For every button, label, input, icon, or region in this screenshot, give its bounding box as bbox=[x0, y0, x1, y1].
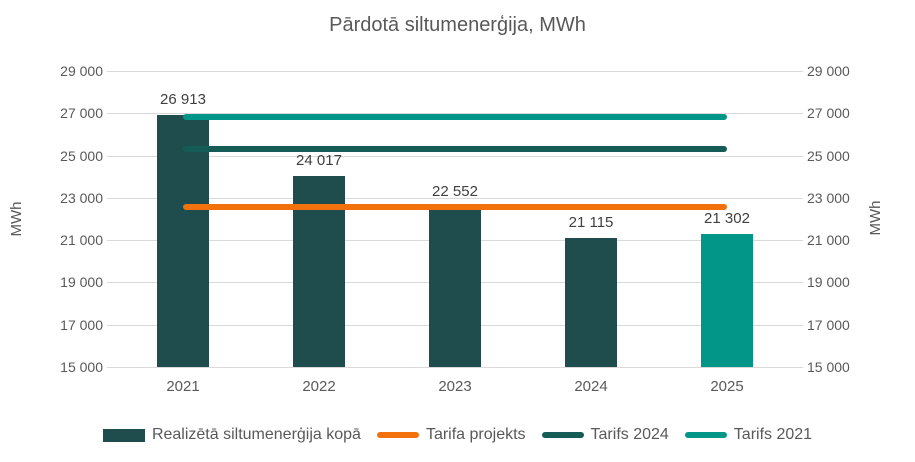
y-axis-tick-label-right: 29 000 bbox=[807, 63, 850, 79]
x-axis-tick-label: 2023 bbox=[438, 378, 472, 395]
y-axis-tick-label-right: 23 000 bbox=[807, 189, 850, 206]
chart-title: Pārdotā siltumenerģija, MWh bbox=[329, 14, 586, 36]
legend-label: Tarifa projekts bbox=[425, 426, 526, 443]
x-axis-tick-label: 2024 bbox=[574, 378, 608, 395]
legend-line-swatch-icon bbox=[541, 432, 584, 438]
y-axis-tick-label-left: 17 000 bbox=[60, 316, 103, 333]
legend-item: Realizētā siltumenerģija kopā bbox=[102, 426, 361, 444]
bar-2025 bbox=[701, 233, 753, 367]
line-tarifa-projekts bbox=[183, 204, 727, 211]
y-axis-title-left: MWh bbox=[8, 201, 25, 237]
y-axis-tick-label-left: 19 000 bbox=[60, 274, 103, 291]
line-tarifs-2021 bbox=[183, 114, 727, 121]
y-axis-tick-label-right: 25 000 bbox=[807, 147, 850, 164]
x-axis-tick-label: 2022 bbox=[302, 378, 336, 395]
legend-line-swatch-icon bbox=[376, 432, 419, 438]
y-axis-tick-label-left: 29 000 bbox=[60, 63, 103, 79]
gridline bbox=[107, 197, 803, 199]
line-tarifs-2024 bbox=[183, 146, 727, 153]
bar-2021 bbox=[157, 115, 209, 367]
y-axis-tick-label-left: 25 000 bbox=[60, 147, 103, 164]
legend-label: Realizētā siltumenerģija kopā bbox=[151, 426, 361, 443]
bar-value-label: 26 913 bbox=[160, 91, 206, 109]
gridline bbox=[107, 71, 803, 72]
bar-2024 bbox=[565, 237, 617, 367]
legend-line-swatch-icon bbox=[684, 432, 727, 438]
bar-value-label: 21 115 bbox=[568, 213, 614, 231]
bar-2023 bbox=[429, 207, 481, 367]
legend-item: Tarifs 2021 bbox=[684, 426, 813, 444]
x-axis-tick-label: 2025 bbox=[710, 378, 744, 395]
legend-bar-swatch-icon bbox=[102, 428, 145, 442]
y-axis-tick-label-left: 15 000 bbox=[60, 359, 103, 375]
gridline bbox=[107, 155, 803, 157]
legend-item: Tarifs 2024 bbox=[541, 426, 669, 444]
gridline bbox=[107, 113, 803, 115]
bar-value-label: 24 017 bbox=[296, 152, 342, 170]
x-axis-line bbox=[107, 367, 803, 368]
y-axis-tick-label-right: 19 000 bbox=[807, 274, 850, 291]
y-axis-title-right: MWh bbox=[867, 200, 884, 236]
y-axis-tick-label-right: 21 000 bbox=[807, 232, 850, 249]
bar-value-label: 22 552 bbox=[432, 183, 478, 201]
y-axis-tick-label-right: 15 000 bbox=[807, 359, 850, 375]
y-axis-tick-label-left: 23 000 bbox=[60, 189, 103, 206]
x-axis-tick-label: 2021 bbox=[166, 378, 200, 395]
y-axis-tick-label-left: 21 000 bbox=[60, 232, 103, 249]
legend-label: Tarifs 2024 bbox=[590, 426, 669, 443]
legend-item: Tarifa projekts bbox=[376, 426, 526, 444]
bar-value-label: 21 302 bbox=[704, 209, 750, 227]
legend: Realizētā siltumenerģija kopā Tarifa proj… bbox=[0, 421, 915, 449]
legend-label: Tarifs 2021 bbox=[733, 426, 813, 443]
y-axis-tick-label-right: 27 000 bbox=[807, 105, 850, 122]
y-axis-tick-label-right: 17 000 bbox=[807, 316, 850, 333]
y-axis-tick-label-left: 27 000 bbox=[60, 105, 103, 122]
